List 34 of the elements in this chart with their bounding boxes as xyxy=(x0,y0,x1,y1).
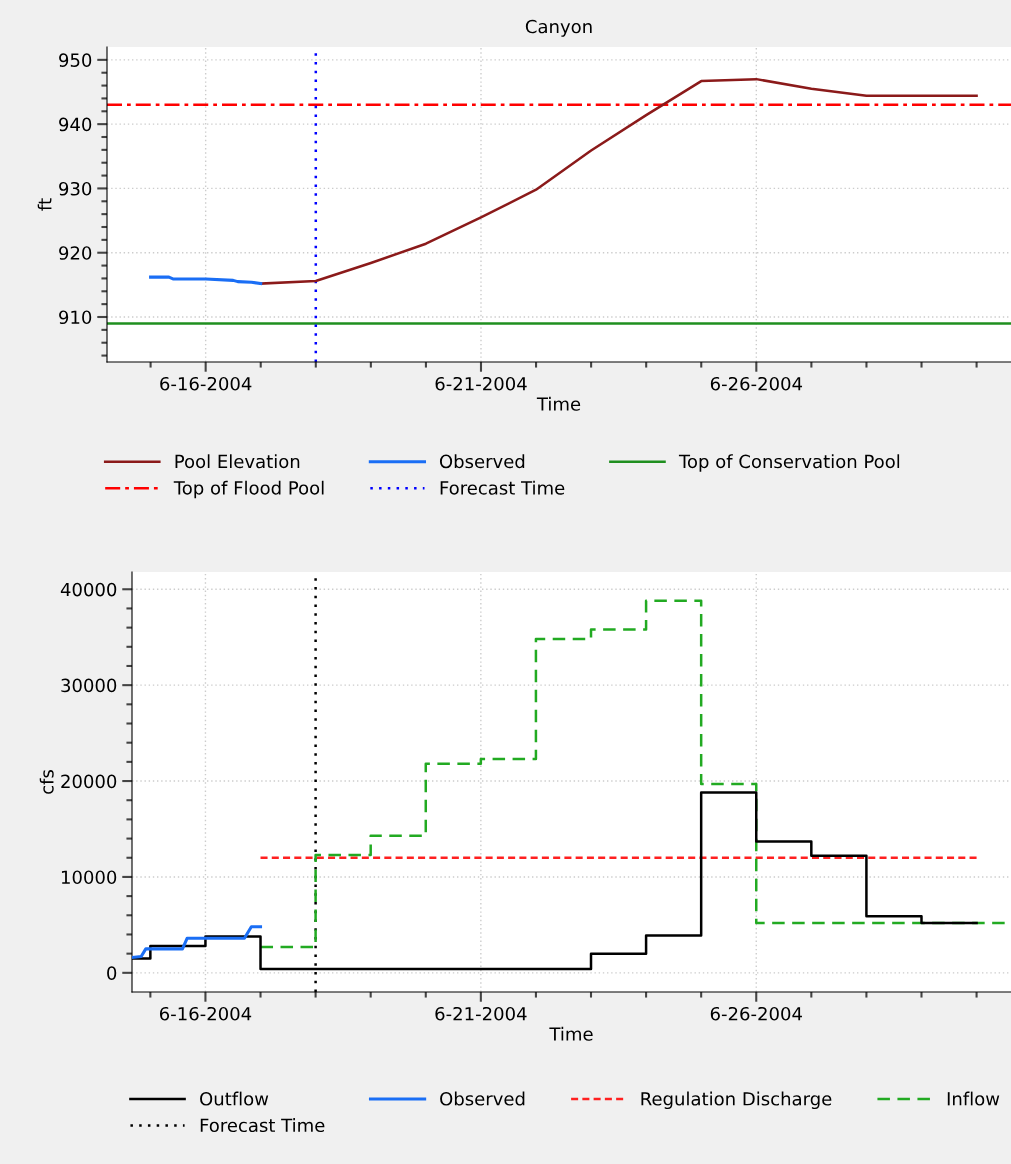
y-tick-label: 950 xyxy=(59,53,92,67)
legend-label: Regulation Discharge xyxy=(641,1091,832,1110)
legend-label: Outflow xyxy=(200,1091,269,1106)
x-tick-label: 6-21-2004 xyxy=(435,376,527,391)
legend-label: Observed xyxy=(440,1091,525,1106)
line-series xyxy=(259,77,978,285)
y-tick-label: 30000 xyxy=(61,678,117,693)
chart-title: Canyon xyxy=(525,19,592,37)
legend-label: Top of Conservation Pool xyxy=(678,454,900,472)
y-axis-title: cfs xyxy=(39,770,54,794)
y-tick-label: 930 xyxy=(59,181,92,196)
y-tick-label: 940 xyxy=(59,117,92,132)
legend-label: Forecast Time xyxy=(200,1118,325,1133)
line-series xyxy=(149,275,263,286)
y-axis-title: ft xyxy=(37,198,52,211)
x-tick-label: 6-26-2004 xyxy=(710,1006,802,1021)
y-tick-label: 40000 xyxy=(60,582,117,597)
x-tick-label: 6-21-2004 xyxy=(435,1006,527,1021)
legend-label: Inflow xyxy=(947,1091,1000,1106)
x-tick-label: 6-16-2004 xyxy=(159,1006,252,1021)
x-tick-label: 6-26-2004 xyxy=(710,376,803,391)
legend-label: Observed xyxy=(439,454,525,469)
x-tick-label: 6-16-2004 xyxy=(160,376,252,391)
x-axis-title: Time xyxy=(536,396,581,411)
y-tick-label: 10000 xyxy=(61,870,117,885)
y-tick-label: 0 xyxy=(107,966,117,980)
legend-label: Pool Elevation xyxy=(175,454,300,469)
legend-label: Top of Flood Pool xyxy=(173,480,324,499)
y-tick-label: 910 xyxy=(59,310,92,325)
y-tick-label: 20000 xyxy=(61,774,117,789)
legend-label: Forecast Time xyxy=(440,480,565,495)
y-tick-label: 920 xyxy=(59,246,92,260)
x-axis-title: Time xyxy=(549,1026,593,1041)
line-series xyxy=(132,925,263,960)
